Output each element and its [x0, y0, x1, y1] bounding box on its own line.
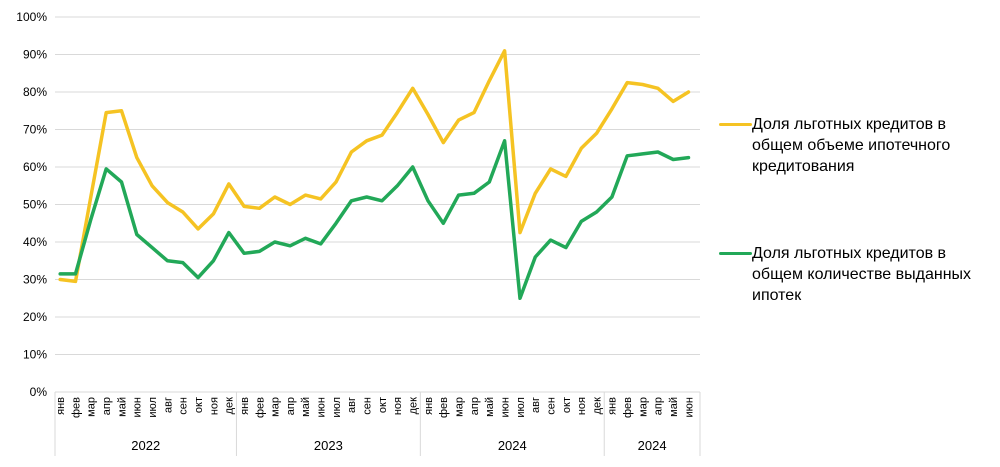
x-month-label: мар — [86, 397, 98, 417]
x-month-label: апр — [469, 397, 481, 415]
x-month-label: июн — [499, 397, 511, 417]
x-month-label: сен — [545, 397, 557, 415]
legend-item-count: Доля льготных кредитов в общем количеств… — [719, 243, 995, 306]
legend-item-volume: Доля льготных кредитов в общем объеме ип… — [719, 114, 995, 177]
series-line-1 — [58, 139, 691, 301]
x-month-label: дек — [224, 397, 236, 415]
x-month-label: сен — [178, 397, 190, 415]
x-month-label: ноя — [208, 397, 220, 415]
x-month-label: июн — [132, 397, 144, 417]
legend-label-volume: Доля льготных кредитов в общем объеме ип… — [752, 116, 951, 175]
y-axis-label: 10% — [23, 348, 47, 362]
legend-line-swatch-yellow — [719, 123, 752, 126]
legend-label-count: Доля льготных кредитов в общем количеств… — [752, 245, 972, 304]
x-month-label: янв — [607, 397, 619, 415]
x-month-label: янв — [423, 397, 435, 415]
x-month-label: июл — [331, 397, 343, 418]
x-month-label: фев — [622, 397, 634, 418]
x-month-label: апр — [101, 397, 113, 415]
x-month-label: май — [668, 397, 680, 417]
x-month-label: мар — [270, 397, 282, 417]
x-month-label: апр — [653, 397, 665, 415]
x-month-label: июн — [316, 397, 328, 417]
x-month-label: авг — [530, 397, 542, 413]
y-axis-label: 80% — [23, 85, 47, 99]
x-month-label: окт — [561, 397, 573, 413]
x-month-label: май — [484, 397, 496, 417]
x-month-label: мар — [637, 397, 649, 417]
x-month-label: май — [116, 397, 128, 417]
x-month-label: июл — [147, 397, 159, 418]
year-label: 2024 — [638, 438, 667, 453]
x-month-label: апр — [285, 397, 297, 415]
series-line-0 — [58, 49, 691, 284]
x-month-label: май — [300, 397, 312, 417]
x-month-label: авг — [346, 397, 358, 413]
y-axis-label: 100% — [16, 10, 47, 24]
x-month-label: окт — [377, 397, 389, 413]
x-month-label: фев — [254, 397, 266, 418]
x-month-label: янв — [55, 397, 67, 415]
year-label: 2024 — [498, 438, 527, 453]
y-axis-label: 70% — [23, 123, 47, 137]
chart-legend: Доля льготных кредитов в общем объеме ип… — [719, 114, 995, 306]
x-month-label: фев — [70, 397, 82, 418]
x-month-label: ноя — [576, 397, 588, 415]
x-month-label: авг — [162, 397, 174, 413]
y-axis-label: 90% — [23, 48, 47, 62]
x-month-label: июл — [515, 397, 527, 418]
x-month-label: июн — [683, 397, 695, 417]
x-month-label: мар — [454, 397, 466, 417]
y-axis-label: 0% — [30, 385, 48, 399]
year-label: 2022 — [131, 438, 160, 453]
x-month-label: окт — [193, 397, 205, 413]
y-axis-label: 40% — [23, 235, 47, 249]
y-axis-label: 30% — [23, 273, 47, 287]
x-month-label: ноя — [392, 397, 404, 415]
y-axis-label: 50% — [23, 198, 47, 212]
legend-line-swatch-green — [719, 252, 752, 255]
line-chart: 0%10%20%30%40%50%60%70%80%90%100%янв фев м… — [16, 10, 701, 456]
y-axis-label: 20% — [23, 310, 47, 324]
x-month-label: дек — [591, 397, 603, 415]
x-month-label: дек — [408, 397, 420, 415]
x-month-label: сен — [362, 397, 374, 415]
x-month-label: фев — [438, 397, 450, 418]
x-month-label: янв — [239, 397, 251, 415]
y-axis-label: 60% — [23, 160, 47, 174]
year-label: 2023 — [314, 438, 343, 453]
